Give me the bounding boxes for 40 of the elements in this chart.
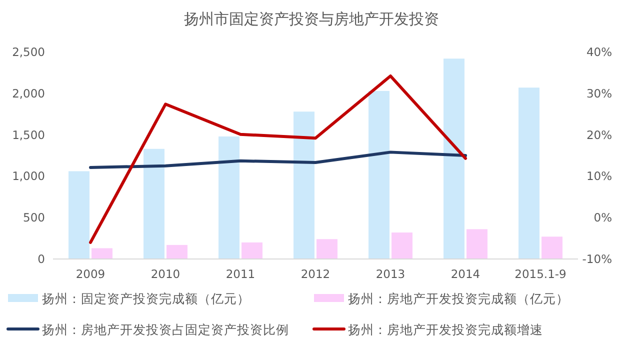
y2-tick-label: 20% bbox=[586, 128, 612, 142]
bar bbox=[316, 239, 338, 259]
x-tick-label: 2011 bbox=[226, 267, 256, 281]
y2-tick-label: 40% bbox=[586, 45, 612, 59]
bar bbox=[144, 148, 164, 259]
bar bbox=[68, 171, 90, 259]
bar bbox=[392, 232, 412, 259]
x-tick-label: 2015.1-9 bbox=[514, 267, 566, 281]
legend-label: 扬州：固定资产投资完成额（亿元） bbox=[42, 291, 250, 306]
bar bbox=[242, 242, 262, 259]
x-tick-label: 2013 bbox=[376, 267, 406, 281]
bar bbox=[218, 136, 240, 259]
legend-label: 扬州：房地产开发投资占固定资产投资比例 bbox=[42, 322, 289, 337]
y-tick-label: 2,500 bbox=[12, 45, 45, 59]
x-tick-label: 2012 bbox=[300, 267, 330, 281]
y2-tick-label: 30% bbox=[586, 86, 612, 100]
bar bbox=[444, 58, 464, 259]
y-tick-label: 0 bbox=[38, 252, 45, 266]
bar bbox=[166, 244, 188, 259]
y2-tick-label: 0% bbox=[594, 210, 612, 225]
bar bbox=[542, 236, 562, 259]
y-tick-label: 1,000 bbox=[12, 169, 45, 184]
x-tick-label: 2009 bbox=[76, 267, 106, 281]
title: 扬州市固定资产投资与房地产开发投资 bbox=[184, 10, 439, 28]
y2-tick-label: -10% bbox=[582, 252, 612, 266]
y-tick-label: 2,000 bbox=[12, 86, 45, 100]
line-series bbox=[89, 74, 467, 244]
y2-tick-label: 10% bbox=[586, 169, 612, 184]
y-tick-label: 1,500 bbox=[12, 128, 45, 142]
bar bbox=[466, 229, 488, 259]
bar bbox=[294, 112, 314, 259]
x-tick-label: 2014 bbox=[450, 267, 480, 281]
x-tick-label: 2010 bbox=[150, 267, 180, 281]
line-series bbox=[89, 150, 467, 170]
y-tick-label: 500 bbox=[23, 210, 45, 225]
bar bbox=[518, 88, 540, 259]
legend-label: 扬州：房地产开发投资完成额（亿元） bbox=[348, 291, 569, 306]
bar bbox=[368, 90, 390, 259]
bar bbox=[92, 248, 112, 259]
legend-label: 扬州：房地产开发投资完成额增速 bbox=[348, 322, 543, 337]
